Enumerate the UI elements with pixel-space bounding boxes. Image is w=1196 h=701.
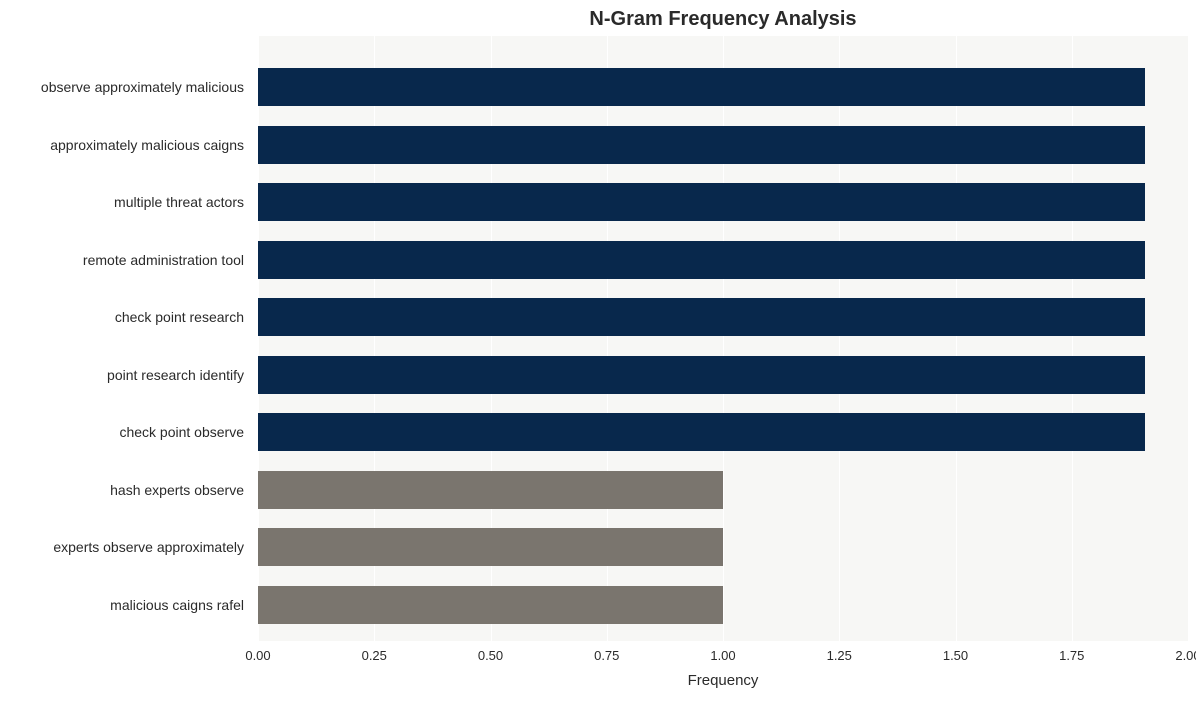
bar	[258, 471, 723, 509]
bar	[258, 528, 723, 566]
chart-title: N-Gram Frequency Analysis	[0, 8, 1196, 31]
x-tick-label: 0.50	[478, 648, 503, 663]
bar	[258, 241, 1145, 279]
y-tick-label: check point observe	[0, 413, 250, 451]
ngram-frequency-chart: N-Gram Frequency Analysis observe approx…	[0, 0, 1196, 701]
bar	[258, 126, 1145, 164]
bar-row	[258, 68, 1145, 106]
gridline	[1188, 36, 1189, 641]
bar-row	[258, 241, 1145, 279]
x-axis-label: Frequency	[258, 672, 1188, 689]
x-tick-label: 0.75	[594, 648, 619, 663]
bar-row	[258, 356, 1145, 394]
bar	[258, 298, 1145, 336]
x-tick-label: 1.75	[1059, 648, 1084, 663]
bar-row	[258, 413, 1145, 451]
y-tick-label: experts observe approximately	[0, 528, 250, 566]
x-tick-label: 1.00	[710, 648, 735, 663]
x-tick-label: 2.00	[1175, 648, 1196, 663]
bar	[258, 183, 1145, 221]
bar	[258, 68, 1145, 106]
y-tick-label: multiple threat actors	[0, 183, 250, 221]
y-tick-label: point research identify	[0, 356, 250, 394]
bar-row	[258, 586, 723, 624]
y-tick-label: check point research	[0, 298, 250, 336]
bar	[258, 356, 1145, 394]
y-tick-label: approximately malicious caigns	[0, 126, 250, 164]
x-tick-label: 1.25	[827, 648, 852, 663]
bar-row	[258, 126, 1145, 164]
x-tick-label: 0.00	[245, 648, 270, 663]
x-axis-ticks: 0.000.250.500.751.001.251.501.752.00	[258, 648, 1188, 668]
bar-row	[258, 528, 723, 566]
y-tick-label: remote administration tool	[0, 241, 250, 279]
y-axis-labels: observe approximately malicious approxima…	[0, 36, 250, 641]
y-tick-label: malicious caigns rafel	[0, 586, 250, 624]
bar-row	[258, 298, 1145, 336]
bar	[258, 586, 723, 624]
x-tick-label: 0.25	[362, 648, 387, 663]
x-tick-label: 1.50	[943, 648, 968, 663]
y-tick-label: hash experts observe	[0, 471, 250, 509]
y-tick-label: observe approximately malicious	[0, 68, 250, 106]
plot-area	[258, 36, 1188, 641]
bar-row	[258, 183, 1145, 221]
bar-row	[258, 471, 723, 509]
bar	[258, 413, 1145, 451]
